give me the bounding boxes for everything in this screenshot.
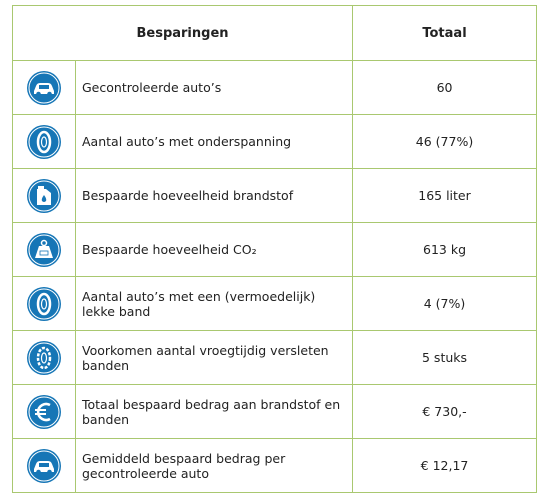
row-label: Aantal auto’s met onderspanning [74, 114, 354, 169]
row: Aantal auto’s met een (vermoedelijk) lek… [12, 276, 538, 331]
fuel-can-icon [27, 178, 61, 213]
row-value: 613 kg [352, 222, 538, 277]
row-value: 165 liter [352, 168, 538, 223]
row-value: € 12,17 [352, 438, 538, 493]
row: Aantal auto’s met onderspanning 46 (77%) [12, 114, 538, 169]
euro-icon [27, 394, 61, 429]
car-icon [27, 70, 61, 105]
weight-icon [27, 232, 61, 267]
row-value: 60 [352, 60, 538, 115]
row-label: Voorkomen aantal vroegtijdig versleten b… [74, 330, 354, 385]
tire-icon [27, 124, 61, 159]
row-label: Gecontroleerde auto’s [74, 60, 354, 115]
row-label: Bespaarde hoeveelheid CO₂ [74, 222, 354, 277]
row-label: Aantal auto’s met een (vermoedelijk) lek… [74, 276, 354, 331]
row-label: Gemiddeld bespaard bedrag per gecontrole… [74, 438, 354, 493]
icon-cell [12, 114, 76, 169]
row: Gecontroleerde auto’s 60 [12, 60, 538, 115]
row-value: 46 (77%) [352, 114, 538, 169]
row: Totaal bespaard bedrag aan brandstof en … [12, 384, 538, 439]
icon-cell [12, 438, 76, 493]
row-label: Totaal bespaard bedrag aan brandstof en … [74, 384, 354, 439]
row: Bespaarde hoeveelheid CO₂ 613 kg [12, 222, 538, 277]
row: Bespaarde hoeveelheid brandstof 165 lite… [12, 168, 538, 223]
header-row: Besparingen Totaal [11, 5, 538, 61]
savings-table: Besparingen Totaal Gecontroleerde auto’s… [11, 5, 538, 493]
car-icon [27, 448, 61, 483]
row-label: Bespaarde hoeveelheid brandstof [74, 168, 354, 223]
row-value: 5 stuks [352, 330, 538, 385]
row: Gemiddeld bespaard bedrag per gecontrole… [12, 438, 538, 493]
row-value: € 730,- [352, 384, 538, 439]
icon-cell [12, 60, 76, 115]
icon-cell [12, 168, 76, 223]
icon-cell [12, 330, 76, 385]
icon-cell [12, 276, 76, 331]
icon-cell [12, 384, 76, 439]
worn-tire-icon [27, 340, 61, 375]
tire-icon [27, 286, 61, 321]
row-value: 4 (7%) [352, 276, 538, 331]
icon-cell [12, 222, 76, 277]
header-title: Besparingen [11, 5, 354, 61]
header-total: Totaal [352, 5, 538, 61]
row: Voorkomen aantal vroegtijdig versleten b… [12, 330, 538, 385]
